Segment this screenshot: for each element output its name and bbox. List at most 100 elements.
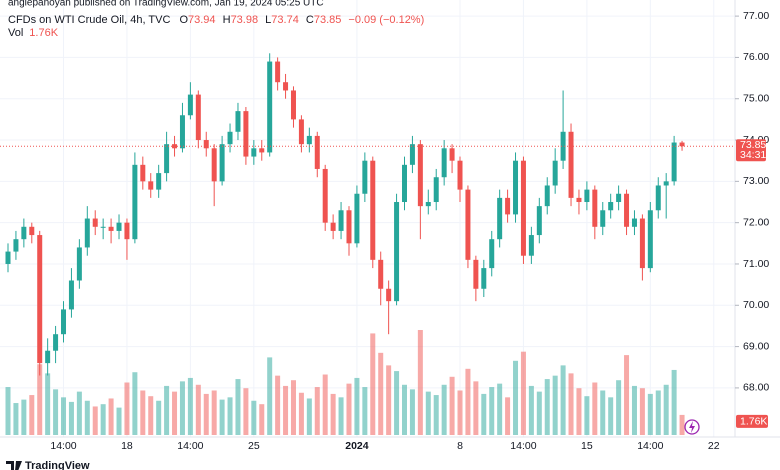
candle-body xyxy=(164,144,170,174)
candle-body xyxy=(13,239,19,252)
candle-body xyxy=(290,90,296,120)
x-tick-label: 15 xyxy=(581,440,593,452)
x-tick-label: 18 xyxy=(121,440,133,452)
candle-body xyxy=(671,142,677,182)
candle-body xyxy=(608,202,614,211)
candle-body xyxy=(195,94,201,141)
volume-bar xyxy=(362,387,368,435)
volume-bar xyxy=(513,360,519,435)
candle-body xyxy=(148,181,154,190)
y-tick-label: 70.00 xyxy=(743,299,769,311)
volume-bar xyxy=(172,391,178,435)
candle-body xyxy=(243,111,249,157)
volume-bar xyxy=(298,392,304,435)
volume-bar xyxy=(68,401,74,435)
volume-bar xyxy=(520,351,526,435)
title: CFDs on WTI Crude Oil, 4h, TVC xyxy=(8,14,170,26)
candle-body xyxy=(227,131,233,145)
candle-body xyxy=(29,226,35,236)
volume-bar xyxy=(576,388,582,435)
lightning-icon xyxy=(684,419,700,435)
volume-bar xyxy=(227,397,233,435)
candle-body xyxy=(513,160,519,215)
candle-body xyxy=(616,193,622,203)
candle-body xyxy=(219,144,225,182)
volume-bar xyxy=(433,395,439,435)
candle-body xyxy=(409,144,415,165)
volume-bar xyxy=(592,382,598,435)
volume-bar xyxy=(148,396,154,435)
volume-bar xyxy=(100,404,106,435)
volume-bar xyxy=(211,390,217,435)
change: −0.09 (−0.12%) xyxy=(348,14,424,26)
x-tick-label: 8 xyxy=(457,440,463,452)
open: 73.94 xyxy=(188,14,216,26)
candle-body xyxy=(465,189,471,260)
candle-body xyxy=(235,111,241,132)
volume-bar xyxy=(13,403,19,435)
candle-body xyxy=(528,235,534,256)
y-tick-label: 68.00 xyxy=(743,382,769,394)
volume-bar xyxy=(132,372,138,435)
volume-bar xyxy=(29,395,35,435)
volume-bar xyxy=(61,397,67,435)
volume-bar xyxy=(655,390,661,435)
candle-body xyxy=(108,226,114,231)
candle-body xyxy=(53,334,59,351)
volume-bar xyxy=(164,385,170,435)
x-tick-label: 14:00 xyxy=(510,440,536,452)
volume-label: 1.76K xyxy=(740,416,767,428)
high: 73.98 xyxy=(231,14,259,26)
candle-body xyxy=(433,177,439,203)
candle-body xyxy=(560,131,566,161)
price-label-box xyxy=(736,139,766,162)
volume-bar xyxy=(290,380,296,435)
volume-bar xyxy=(140,390,146,435)
candle-body xyxy=(298,119,304,145)
volume-bar xyxy=(560,365,566,435)
candle-body xyxy=(100,226,106,228)
candle-body xyxy=(322,168,328,223)
candle-body xyxy=(568,131,574,198)
candle-body xyxy=(21,226,27,240)
candle-body xyxy=(394,202,400,302)
candle-body xyxy=(187,94,193,116)
candle-body xyxy=(497,197,503,240)
candle-body xyxy=(592,189,598,227)
volume-bar xyxy=(663,384,669,435)
legend: CFDs on WTI Crude Oil, 4h, TVC O73.94 H7… xyxy=(8,14,424,26)
candle-body xyxy=(655,185,661,211)
volume-bar xyxy=(203,393,209,435)
volume-bar xyxy=(386,365,392,435)
candle-body xyxy=(203,140,209,149)
candle-body xyxy=(116,222,122,231)
volume-bar xyxy=(489,387,495,435)
volume-bar xyxy=(267,357,273,435)
publisher: anglepanoyan published on TradingView.co… xyxy=(8,0,324,9)
candle-body xyxy=(251,148,257,157)
candle-body xyxy=(552,160,558,186)
volume-bar xyxy=(631,385,637,435)
candle-body xyxy=(179,115,185,149)
volume-bar xyxy=(370,333,376,435)
candle-body xyxy=(624,193,630,227)
candle-body xyxy=(600,210,606,227)
volume-bar xyxy=(409,389,415,435)
candle-body xyxy=(441,148,447,178)
volume-bar xyxy=(671,369,677,435)
candle-body xyxy=(283,82,289,91)
candle-body xyxy=(140,164,146,182)
volume-bar xyxy=(616,380,622,435)
volume-pane xyxy=(5,330,685,435)
candle-body xyxy=(473,259,479,289)
candle-body xyxy=(520,160,526,256)
candle-body xyxy=(330,222,336,231)
volume-bar xyxy=(417,330,423,435)
volume-bar xyxy=(84,400,90,435)
volume-bar xyxy=(481,393,487,435)
candle-body xyxy=(631,218,637,227)
volume-bar xyxy=(497,383,503,435)
candle-body xyxy=(338,210,344,231)
label: H xyxy=(223,14,231,26)
volume-bar xyxy=(76,391,82,435)
